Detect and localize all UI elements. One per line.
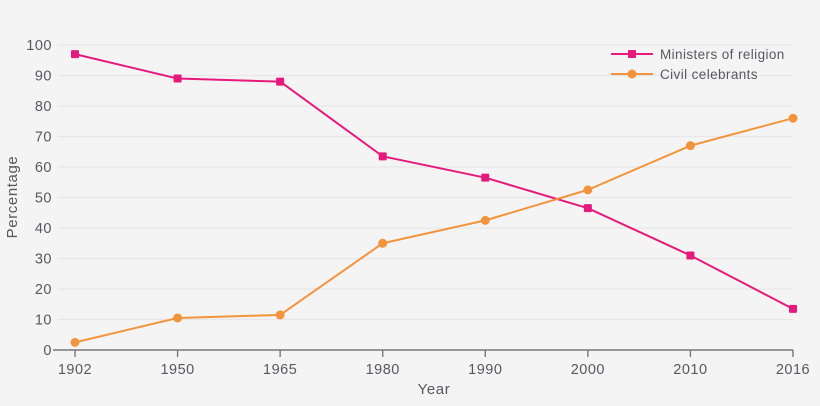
- data-point-square-marker: [583, 204, 592, 213]
- y-tick-label: 10: [35, 313, 52, 329]
- data-point-circle-marker: [788, 113, 798, 123]
- y-tick-label: 90: [35, 69, 52, 85]
- legend-line-square-marker-icon: [611, 46, 653, 62]
- y-tick-label: 20: [35, 282, 52, 298]
- x-tick-label: 1980: [366, 362, 400, 378]
- y-tick-label: 30: [35, 252, 52, 268]
- data-point-square-marker: [378, 152, 387, 161]
- y-tick-label: 60: [35, 160, 52, 176]
- y-tick-label: 70: [35, 130, 52, 146]
- legend-item-civil-celebrants: Civil celebrants: [611, 66, 785, 82]
- legend-line-circle-marker-icon: [611, 66, 653, 82]
- data-point-square-marker: [173, 74, 182, 83]
- data-point-circle-marker: [583, 185, 593, 195]
- x-tick-label: 1902: [58, 362, 92, 378]
- square-marker-icon: [628, 50, 636, 58]
- y-tick-label: 100: [26, 38, 52, 54]
- data-point-circle-marker: [378, 238, 388, 248]
- series-line-civil-celebrants: [74, 117, 794, 344]
- circle-marker-icon: [627, 69, 637, 79]
- data-point-circle-marker: [70, 337, 80, 347]
- x-axis-title: Year: [418, 381, 451, 398]
- y-tick-label: 80: [35, 99, 52, 115]
- data-point-square-marker: [71, 50, 79, 59]
- data-point-square-marker: [686, 251, 695, 260]
- data-point-circle-marker: [685, 141, 695, 151]
- x-tick-label: 1965: [263, 362, 297, 378]
- data-point-square-marker: [789, 304, 797, 313]
- x-tick-label: 1950: [160, 362, 194, 378]
- series-line-ministers-of-religion: [74, 53, 794, 310]
- chart-legend: Ministers of religion Civil celebrants: [611, 46, 785, 82]
- legend-item-ministers-of-religion: Ministers of religion: [611, 46, 785, 62]
- x-tick-label: 1990: [468, 362, 502, 378]
- data-point-circle-marker: [480, 215, 490, 225]
- data-point-circle-marker: [275, 310, 285, 320]
- y-tick-label: 0: [43, 343, 52, 359]
- legend-label-ministers-of-religion: Ministers of religion: [660, 46, 785, 62]
- y-tick-label: 50: [35, 191, 52, 207]
- x-tick-label: 2016: [776, 362, 810, 378]
- data-point-square-marker: [481, 173, 490, 182]
- x-tick-label: 2010: [673, 362, 707, 378]
- data-point-square-marker: [276, 77, 285, 86]
- data-point-circle-marker: [173, 313, 183, 323]
- y-tick-label: 40: [35, 221, 52, 237]
- legend-label-civil-celebrants: Civil celebrants: [660, 66, 758, 82]
- x-tick-label: 2000: [571, 362, 605, 378]
- y-axis-title: Percentage: [4, 156, 21, 239]
